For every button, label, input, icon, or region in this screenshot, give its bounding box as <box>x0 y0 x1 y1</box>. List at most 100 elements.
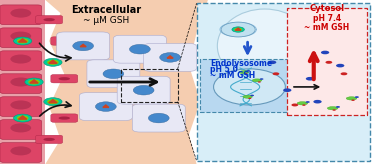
Ellipse shape <box>248 98 251 99</box>
FancyBboxPatch shape <box>0 97 42 116</box>
Ellipse shape <box>17 116 28 121</box>
Ellipse shape <box>217 9 312 83</box>
Ellipse shape <box>355 96 359 98</box>
FancyBboxPatch shape <box>0 28 42 48</box>
Polygon shape <box>30 80 38 83</box>
Ellipse shape <box>327 107 338 110</box>
Ellipse shape <box>336 106 340 108</box>
FancyBboxPatch shape <box>57 32 110 60</box>
Text: Cytosol: Cytosol <box>310 4 344 13</box>
Text: ~ μM GSH: ~ μM GSH <box>83 16 129 25</box>
Ellipse shape <box>283 88 291 92</box>
Ellipse shape <box>73 41 94 51</box>
Ellipse shape <box>302 104 306 106</box>
Ellipse shape <box>325 61 332 64</box>
Polygon shape <box>49 100 57 103</box>
FancyBboxPatch shape <box>0 5 42 25</box>
Ellipse shape <box>268 61 276 64</box>
Polygon shape <box>19 39 27 42</box>
FancyBboxPatch shape <box>113 35 166 63</box>
Ellipse shape <box>102 105 110 108</box>
FancyBboxPatch shape <box>79 93 132 121</box>
Ellipse shape <box>245 73 248 74</box>
Text: Endolysosome: Endolysosome <box>210 59 272 68</box>
Ellipse shape <box>234 28 242 31</box>
FancyBboxPatch shape <box>197 3 370 161</box>
Ellipse shape <box>273 72 279 75</box>
Ellipse shape <box>10 77 31 87</box>
FancyBboxPatch shape <box>51 74 78 83</box>
Ellipse shape <box>79 44 87 48</box>
Ellipse shape <box>59 77 70 80</box>
Ellipse shape <box>246 70 250 72</box>
Ellipse shape <box>10 123 31 133</box>
FancyBboxPatch shape <box>132 104 185 132</box>
Ellipse shape <box>221 22 255 37</box>
Ellipse shape <box>313 100 322 103</box>
Ellipse shape <box>306 77 314 81</box>
FancyBboxPatch shape <box>51 37 78 45</box>
Text: ~ mM GSH: ~ mM GSH <box>304 22 350 31</box>
FancyBboxPatch shape <box>200 59 321 112</box>
FancyBboxPatch shape <box>0 120 42 139</box>
Polygon shape <box>167 56 173 58</box>
Ellipse shape <box>10 146 31 155</box>
FancyBboxPatch shape <box>51 114 78 122</box>
Polygon shape <box>80 44 86 47</box>
Ellipse shape <box>44 58 62 66</box>
Ellipse shape <box>321 51 329 54</box>
Text: Extracellular: Extracellular <box>71 5 141 15</box>
Polygon shape <box>49 60 57 63</box>
FancyBboxPatch shape <box>0 51 42 71</box>
Ellipse shape <box>214 69 285 105</box>
Ellipse shape <box>99 104 113 110</box>
Ellipse shape <box>346 97 357 100</box>
Ellipse shape <box>47 99 59 104</box>
Polygon shape <box>45 0 208 164</box>
FancyBboxPatch shape <box>287 8 367 115</box>
Ellipse shape <box>10 9 31 18</box>
FancyBboxPatch shape <box>0 0 45 164</box>
Polygon shape <box>19 116 27 119</box>
Ellipse shape <box>166 56 174 59</box>
FancyBboxPatch shape <box>0 74 42 93</box>
FancyBboxPatch shape <box>87 60 140 88</box>
Text: pH 7.4: pH 7.4 <box>313 14 341 23</box>
Polygon shape <box>103 105 109 107</box>
Ellipse shape <box>47 60 59 65</box>
Ellipse shape <box>95 102 116 111</box>
Ellipse shape <box>43 138 55 141</box>
Ellipse shape <box>336 64 344 67</box>
Ellipse shape <box>76 43 90 49</box>
Ellipse shape <box>305 101 310 103</box>
FancyBboxPatch shape <box>36 15 63 24</box>
Ellipse shape <box>250 95 254 96</box>
FancyBboxPatch shape <box>0 143 42 162</box>
Ellipse shape <box>103 69 124 79</box>
FancyBboxPatch shape <box>144 43 197 71</box>
Ellipse shape <box>341 72 347 75</box>
FancyBboxPatch shape <box>117 76 170 104</box>
Ellipse shape <box>258 81 261 83</box>
Ellipse shape <box>243 95 253 98</box>
Ellipse shape <box>232 27 244 32</box>
Ellipse shape <box>332 109 336 111</box>
Ellipse shape <box>43 18 55 21</box>
Ellipse shape <box>44 98 62 106</box>
Ellipse shape <box>17 39 28 43</box>
Ellipse shape <box>25 78 43 86</box>
Ellipse shape <box>14 37 32 45</box>
Polygon shape <box>235 28 241 30</box>
Ellipse shape <box>352 99 355 101</box>
Ellipse shape <box>133 85 154 95</box>
Ellipse shape <box>129 44 150 54</box>
Ellipse shape <box>260 78 263 80</box>
Ellipse shape <box>148 113 169 123</box>
Ellipse shape <box>59 39 70 43</box>
Ellipse shape <box>163 54 177 60</box>
Ellipse shape <box>10 31 31 41</box>
Ellipse shape <box>253 79 262 82</box>
Ellipse shape <box>239 71 249 74</box>
Ellipse shape <box>160 53 181 62</box>
Ellipse shape <box>59 116 70 120</box>
